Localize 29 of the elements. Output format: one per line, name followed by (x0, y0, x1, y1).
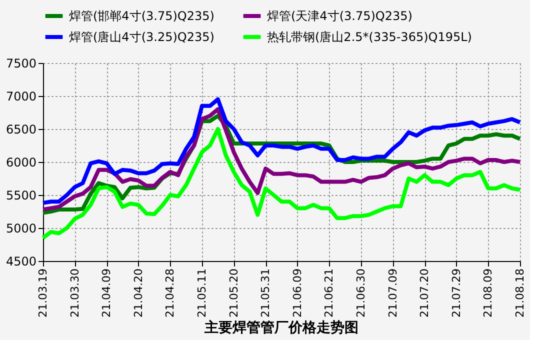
text: 主要焊管管厂价格走势图 (204, 318, 358, 336)
x-tick-label: 21.06.30 (354, 268, 368, 318)
x-tick-label: 21.08.18 (514, 268, 526, 318)
x-tick-label: 21.04.09 (100, 268, 114, 318)
x-tick-label: 21.06.21 (322, 268, 336, 318)
legend-label: 焊管(天津4寸(3.75)Q235) (267, 9, 412, 23)
x-tick-label: 21.04.20 (132, 268, 145, 318)
x-tick-label: 21.03.19 (36, 268, 50, 318)
y-tick-label: 6000 (6, 156, 36, 170)
x-tick-label: 21.03.30 (68, 268, 82, 318)
x-tick-label: 21.05.20 (227, 268, 240, 318)
x-tick-label: 21.05.31 (259, 268, 272, 318)
legend-label: 焊管(邯郸4寸(3.75)Q235) (69, 9, 214, 23)
x-tick-label: 21.06.09 (290, 268, 304, 318)
legend-label: 焊管(唐山4寸(3.25)Q235) (69, 30, 214, 44)
y-tick-label: 4500 (6, 254, 36, 268)
x-tick-label: 21.04.28 (164, 268, 177, 318)
x-tick-label: 21.08.09 (482, 268, 495, 318)
legend-label: 热轧带钢(唐山2.5*(335-365)Q195L) (267, 30, 472, 44)
y-tick-label: 7500 (6, 56, 36, 70)
x-tick-label: 21.07.09 (386, 268, 400, 318)
y-tick-label: 5000 (6, 222, 36, 236)
y-tick-label: 6500 (6, 122, 36, 136)
y-tick-label: 7000 (6, 90, 36, 104)
x-tick-label: 21.07.29 (450, 268, 463, 318)
line-series (41, 127, 522, 240)
x-tick-label: 21.05.11 (196, 268, 208, 318)
y-tick-label: 5500 (6, 188, 36, 202)
x-tick-label: 21.07.20 (418, 268, 432, 318)
